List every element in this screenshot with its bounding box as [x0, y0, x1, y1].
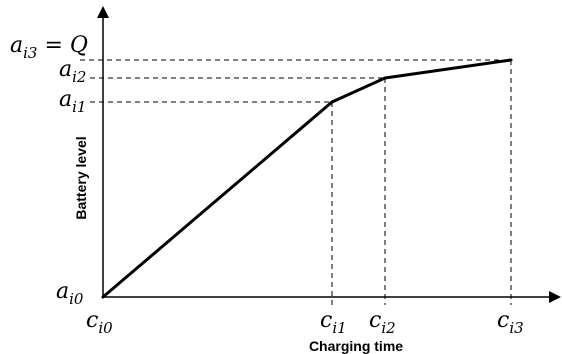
x-tick-label-c-i0: ci0 — [86, 308, 113, 337]
x-tick-label-c-i2: ci2 — [369, 308, 396, 337]
curve-segment-3 — [383, 58, 513, 80]
x-tick-label-c-i1: ci1 — [320, 308, 347, 337]
curve-segment-1 — [101, 100, 334, 299]
y-tick-label-a-i0: ai0 — [56, 279, 84, 308]
curve-segment-2 — [330, 76, 387, 104]
y-tick-label-a-i3-equals-q: ai3 = Q — [10, 33, 88, 62]
y-tick-label-a-i2: ai2 — [59, 57, 86, 86]
y-tick-label-a-i1: ai1 — [59, 87, 86, 116]
x-tick-label-c-i3: ci3 — [497, 308, 524, 337]
y-axis-title: Battery level — [73, 136, 89, 219]
x-axis-title: Charging time — [309, 338, 403, 354]
